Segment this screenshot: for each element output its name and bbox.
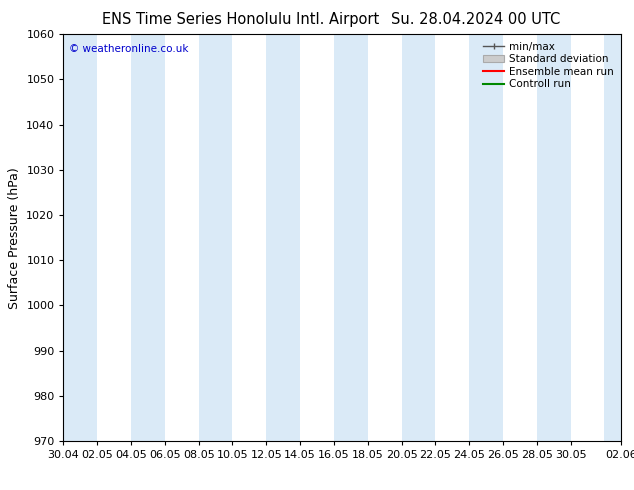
Bar <box>401 34 436 441</box>
Bar <box>131 34 165 441</box>
Y-axis label: Surface Pressure (hPa): Surface Pressure (hPa) <box>8 167 21 309</box>
Text: © weatheronline.co.uk: © weatheronline.co.uk <box>69 45 188 54</box>
Text: Su. 28.04.2024 00 UTC: Su. 28.04.2024 00 UTC <box>391 12 560 27</box>
Bar <box>198 34 233 441</box>
Bar <box>537 34 571 441</box>
Bar <box>266 34 300 441</box>
Bar <box>604 34 621 441</box>
Bar <box>63 34 97 441</box>
Bar <box>469 34 503 441</box>
Bar <box>334 34 368 441</box>
Text: ENS Time Series Honolulu Intl. Airport: ENS Time Series Honolulu Intl. Airport <box>102 12 380 27</box>
Legend: min/max, Standard deviation, Ensemble mean run, Controll run: min/max, Standard deviation, Ensemble me… <box>479 37 618 94</box>
